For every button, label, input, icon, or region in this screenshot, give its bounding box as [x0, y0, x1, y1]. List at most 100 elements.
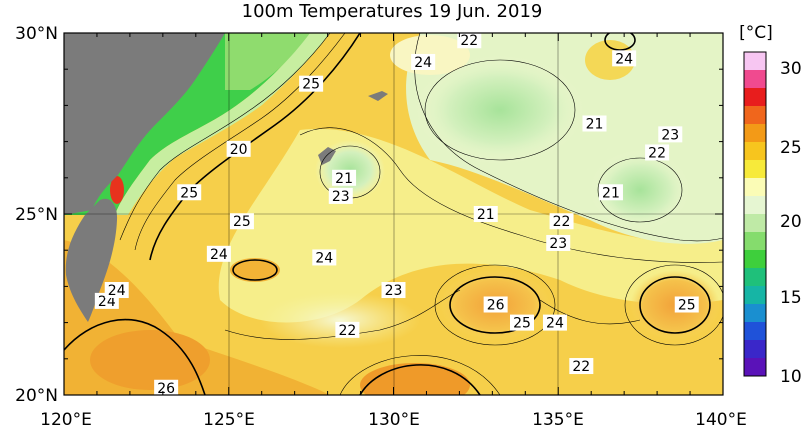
contour-label-box	[549, 213, 574, 230]
contour-label-box	[674, 296, 699, 313]
colorbar-swatch	[744, 160, 766, 179]
colorbar-frame	[743, 51, 767, 377]
axis-ticks	[63, 32, 724, 396]
contour-label-box	[411, 53, 436, 70]
contour-label-text: 23	[332, 189, 350, 205]
contour-label-text: 21	[335, 171, 353, 187]
colorbar-swatch	[744, 196, 766, 215]
colorbar-tick-15: 15	[780, 288, 802, 308]
contour-label-box	[299, 75, 324, 92]
contour-label: 25	[299, 75, 324, 93]
contour-label-box	[104, 282, 129, 299]
contour-label-box	[206, 245, 231, 262]
contour-label-box	[177, 184, 202, 201]
contour-label-box	[328, 187, 353, 204]
colorbar-swatch	[744, 232, 766, 251]
contour-label-box	[154, 379, 179, 395]
land-china	[64, 33, 225, 215]
contour-label-box	[542, 314, 567, 331]
contour-line	[339, 355, 501, 395]
colorbar-swatches	[744, 52, 766, 377]
contour-label: 22	[335, 321, 360, 339]
contour-label-box	[335, 321, 360, 338]
contour-label-text: 25	[513, 316, 531, 332]
contour-label: 20	[226, 140, 251, 158]
contour-line	[299, 127, 723, 263]
contour-label: 23	[658, 126, 683, 143]
contour-label-box	[381, 282, 406, 299]
contour-label: 23	[381, 282, 406, 299]
contour-label-text: 26	[487, 298, 505, 314]
colorbar-swatch	[744, 268, 766, 287]
colorbar-swatch	[744, 286, 766, 305]
contour-label-text: 22	[460, 33, 478, 49]
contour-label: 25	[674, 296, 699, 314]
contour-label-box	[658, 126, 683, 143]
colorbar-swatch	[744, 178, 766, 197]
colorbar-tick-20: 20	[780, 212, 802, 232]
contour-label-text: 22	[572, 359, 590, 375]
warm-core-south	[90, 330, 210, 390]
contour-line	[414, 33, 723, 242]
contour-label: 22	[569, 358, 594, 375]
contour-label-box	[473, 206, 498, 222]
contour-label-text: 24	[414, 55, 432, 71]
contour-label-text: 25	[302, 77, 320, 93]
colorbar-tick-25: 25	[780, 138, 802, 158]
colorbar-swatch	[744, 70, 766, 89]
contour-ring	[639, 276, 711, 334]
contour-label: 21	[598, 184, 623, 201]
lon-label-130: 130°E	[368, 410, 420, 430]
contour-line	[64, 318, 206, 395]
contour-label: 23	[328, 187, 353, 205]
lon-label-120: 120°E	[40, 410, 92, 430]
contour-label-text: 23	[661, 127, 679, 143]
colorbar-swatch	[744, 358, 766, 377]
island-amami	[368, 91, 388, 101]
contour-label: 22	[645, 144, 670, 161]
plot-area: 22 24 24 25 21 23 22 20 21 23 25 21 21 25 22 23 24 24 23 26…	[64, 33, 723, 397]
contour-label: 25	[177, 184, 202, 201]
contour-label: 24	[612, 50, 637, 67]
contour-label: 26	[154, 379, 179, 397]
contour-label: 22	[549, 213, 574, 230]
contour-line	[539, 299, 641, 325]
lon-label-140: 140°E	[695, 410, 747, 430]
colorbar-swatch	[744, 52, 766, 71]
land-taiwan	[65, 198, 118, 322]
coastal-warm-spot	[110, 176, 124, 204]
colorbar-swatch	[744, 250, 766, 269]
contour-label-box	[569, 358, 594, 375]
contour-label: 24	[542, 314, 567, 332]
contour-label: 24	[312, 249, 337, 266]
contour-line	[359, 364, 481, 395]
contour-label-box	[582, 115, 607, 132]
contour-label-text: 26	[157, 381, 175, 397]
contour-label-box	[226, 140, 251, 157]
colorbar-tick-10: 10	[780, 367, 802, 387]
cool-core-1	[415, 55, 585, 165]
colorbar-swatch	[744, 142, 766, 161]
contour-label: 25	[510, 314, 535, 332]
warm-eddy-west	[230, 258, 280, 282]
contour-label-text: 21	[586, 117, 604, 133]
contour-ring	[232, 259, 278, 281]
contour-label: 25	[229, 213, 254, 230]
colorbar-swatch	[744, 304, 766, 323]
contour-label-text: 25	[233, 214, 251, 230]
contour-label: 22	[457, 33, 482, 49]
colorbar-swatch	[744, 106, 766, 125]
lat-label-30: 30°N	[15, 24, 58, 44]
contour-ring	[624, 264, 723, 346]
contour-label-text: 22	[338, 323, 356, 339]
lon-label-125: 125°E	[203, 410, 255, 430]
contour-label-text: 24	[108, 283, 126, 299]
contour-label-text: 23	[385, 283, 403, 299]
colorbar-swatch	[744, 322, 766, 341]
contour-ring	[449, 276, 541, 334]
contour-ring	[604, 33, 636, 51]
contour-label-text: 24	[210, 247, 228, 263]
colorbar-swatch	[744, 214, 766, 233]
contour-label-text: 24	[315, 250, 333, 266]
warm-core-south2	[360, 363, 470, 395]
